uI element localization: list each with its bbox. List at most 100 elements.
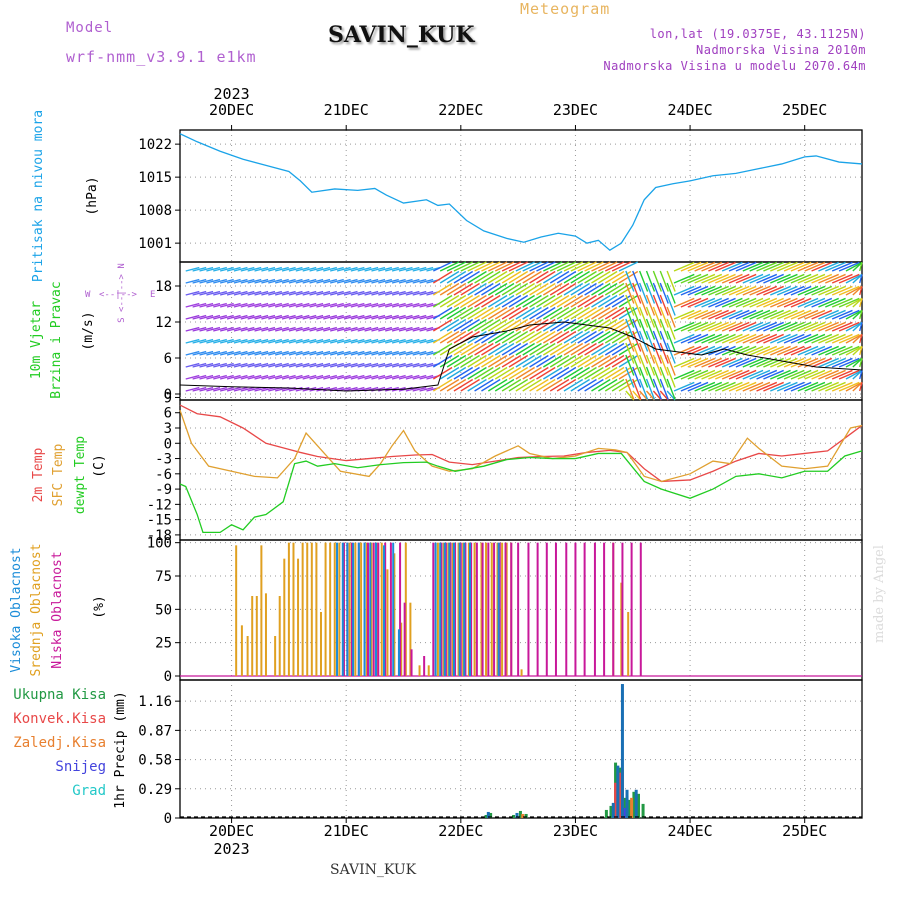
wind-barb — [680, 381, 702, 392]
wind-barb — [680, 345, 702, 356]
cloud-bar — [370, 542, 373, 676]
wind-barb — [825, 381, 846, 392]
wind-barb — [364, 350, 379, 356]
wind-barb — [439, 306, 460, 320]
wind-barb — [192, 386, 207, 392]
wind-barb — [281, 326, 296, 332]
wind-barb — [288, 326, 303, 332]
wind-barb — [247, 362, 262, 368]
wind-barb — [728, 297, 750, 308]
wind-barb — [281, 302, 296, 308]
wind-barb — [446, 342, 467, 356]
wind-barb — [405, 290, 420, 296]
wind-barb — [536, 306, 556, 320]
wind-barb — [268, 350, 282, 356]
wind-barb — [818, 261, 839, 272]
wind-barb — [219, 266, 234, 272]
wind-barb — [577, 354, 597, 368]
wind-barb — [501, 330, 522, 344]
wind-barb — [584, 354, 604, 368]
cloud-bar — [583, 542, 586, 676]
wind-barb — [638, 294, 649, 316]
wind-barb — [584, 378, 604, 392]
wind-barb — [694, 309, 716, 320]
wind-barb — [673, 261, 695, 272]
cloud-bar — [504, 542, 507, 676]
wind-barb — [481, 282, 501, 296]
wind-barb — [598, 294, 618, 308]
wind-barb — [577, 342, 597, 356]
wind-barb — [467, 330, 487, 344]
wind-barb — [735, 321, 757, 332]
wind-barb — [859, 262, 863, 272]
wind-barb — [302, 362, 317, 368]
wind-barb — [357, 314, 372, 320]
cloud-bar — [306, 542, 309, 676]
wind-barb — [687, 261, 709, 272]
wind-barb — [852, 309, 863, 320]
precip-legend-item: Snijeg — [55, 759, 106, 775]
cloud-bar — [612, 542, 615, 676]
wind-barb — [542, 306, 563, 320]
cloud-bar — [369, 542, 372, 676]
wind-barb — [577, 378, 597, 392]
wind-barb — [254, 362, 269, 368]
wind-barb — [645, 342, 656, 364]
wind-barb — [845, 345, 863, 356]
cloud-bar — [357, 542, 360, 676]
y-tick-label: 0.87 — [138, 723, 172, 739]
wind-barb — [419, 374, 434, 380]
wind-barb — [804, 369, 826, 380]
wind-barb — [852, 357, 863, 368]
wind-barb — [811, 357, 833, 368]
wind-barb — [763, 369, 784, 380]
wind-barb — [742, 345, 764, 356]
wind-barb — [398, 350, 413, 356]
wind-barb — [378, 302, 393, 308]
cloud-bar — [372, 542, 375, 676]
wind-barb — [391, 374, 406, 380]
x-tick-label-top: 21DEC — [324, 101, 369, 119]
wind-barb — [591, 318, 611, 332]
wind-barb — [219, 290, 234, 296]
wind-barb — [838, 261, 860, 272]
wind-barb — [756, 381, 778, 392]
wind-barb — [213, 362, 227, 368]
wind-barb — [529, 306, 549, 320]
wind-barb — [645, 366, 656, 388]
wind-barb — [715, 321, 736, 332]
wind-barb — [336, 266, 351, 272]
wind-barb — [529, 342, 549, 356]
cloud-bar — [447, 542, 450, 676]
wind-barb — [474, 270, 494, 284]
wind-barb — [412, 350, 427, 356]
wind-barb — [790, 381, 812, 392]
wind-barb — [529, 330, 549, 344]
wind-barb — [701, 273, 723, 284]
wind-barb — [412, 302, 427, 308]
wind-barb — [481, 354, 501, 368]
wind-barb — [659, 354, 669, 376]
wind-barb — [199, 386, 214, 392]
cloud-bar — [338, 542, 341, 676]
wind-barb — [398, 362, 413, 368]
wind-barb — [756, 261, 778, 272]
wind-barb — [859, 358, 863, 368]
cloud-bar — [485, 542, 488, 676]
wind-barb — [254, 374, 269, 380]
wind-barb — [632, 390, 642, 401]
wind-barb — [818, 321, 839, 332]
wind-barb — [638, 342, 649, 364]
wind-barb — [859, 370, 863, 380]
cloud-bar — [235, 545, 238, 676]
wind-barb — [708, 297, 729, 308]
wind-barb — [632, 306, 642, 328]
wind-barb — [797, 321, 819, 332]
wind-barb — [542, 282, 563, 296]
x-tick-label-top: 22DEC — [438, 101, 483, 119]
wind-barb — [701, 369, 723, 380]
wind-barb — [226, 386, 241, 392]
wind-barb — [797, 309, 819, 320]
cloud-bar — [310, 542, 313, 676]
wind-barb — [666, 282, 676, 304]
